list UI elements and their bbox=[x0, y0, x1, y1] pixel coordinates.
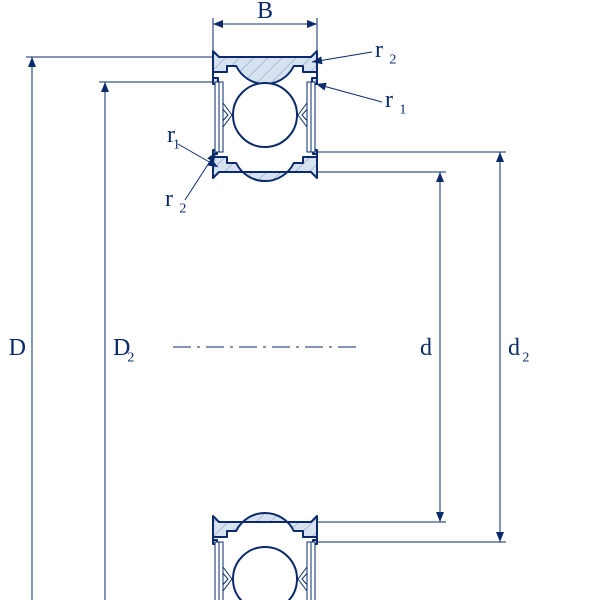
inner-ring bbox=[213, 513, 317, 544]
label-r1-lower: r1 bbox=[167, 122, 180, 152]
label-r2-inner-base: r bbox=[165, 186, 173, 212]
rolling-ball bbox=[233, 83, 297, 147]
label-B: B bbox=[257, 0, 273, 24]
label-r1-upper-sub: 1 bbox=[399, 102, 406, 117]
arrowhead bbox=[28, 57, 36, 67]
arrowhead bbox=[213, 20, 223, 28]
label-r2-outer-base: r bbox=[375, 37, 383, 63]
section-lower bbox=[213, 513, 317, 600]
arrowhead bbox=[101, 82, 109, 92]
label-r1-upper: r1 bbox=[385, 87, 406, 117]
label-r1-lower-sub: 1 bbox=[173, 137, 180, 152]
inner-ring bbox=[213, 150, 317, 181]
dim-line bbox=[436, 172, 444, 522]
arrowhead bbox=[436, 512, 444, 522]
label-r2-inner-sub: 2 bbox=[179, 201, 186, 216]
arrowhead bbox=[496, 532, 504, 542]
section-upper bbox=[213, 51, 317, 181]
label-D2-sub: 2 bbox=[127, 350, 134, 365]
outer-ring bbox=[213, 51, 317, 84]
arrowhead bbox=[307, 20, 317, 28]
bearing-cross-section-diagram: BDD2dd2r2r1r1r2 bbox=[0, 0, 600, 600]
arrowhead bbox=[436, 172, 444, 182]
label-r2-outer: r2 bbox=[375, 37, 396, 67]
leader bbox=[312, 52, 372, 64]
label-r2-inner: r2 bbox=[165, 186, 186, 216]
label-d2-sub: 2 bbox=[522, 350, 529, 365]
label-d2-base: d bbox=[508, 335, 520, 361]
arrowhead bbox=[496, 152, 504, 162]
label-d: d bbox=[420, 335, 432, 361]
label-d2: d2 bbox=[508, 335, 529, 365]
rolling-ball bbox=[233, 547, 297, 600]
label-D: D bbox=[9, 335, 26, 361]
dim-line bbox=[101, 82, 109, 600]
leader bbox=[316, 83, 382, 102]
leader bbox=[185, 152, 216, 200]
label-r1-upper-base: r bbox=[385, 87, 393, 113]
dim-line bbox=[28, 57, 36, 600]
label-D2: D2 bbox=[113, 335, 134, 365]
label-r2-outer-sub: 2 bbox=[389, 52, 396, 67]
dim-line bbox=[496, 152, 504, 542]
